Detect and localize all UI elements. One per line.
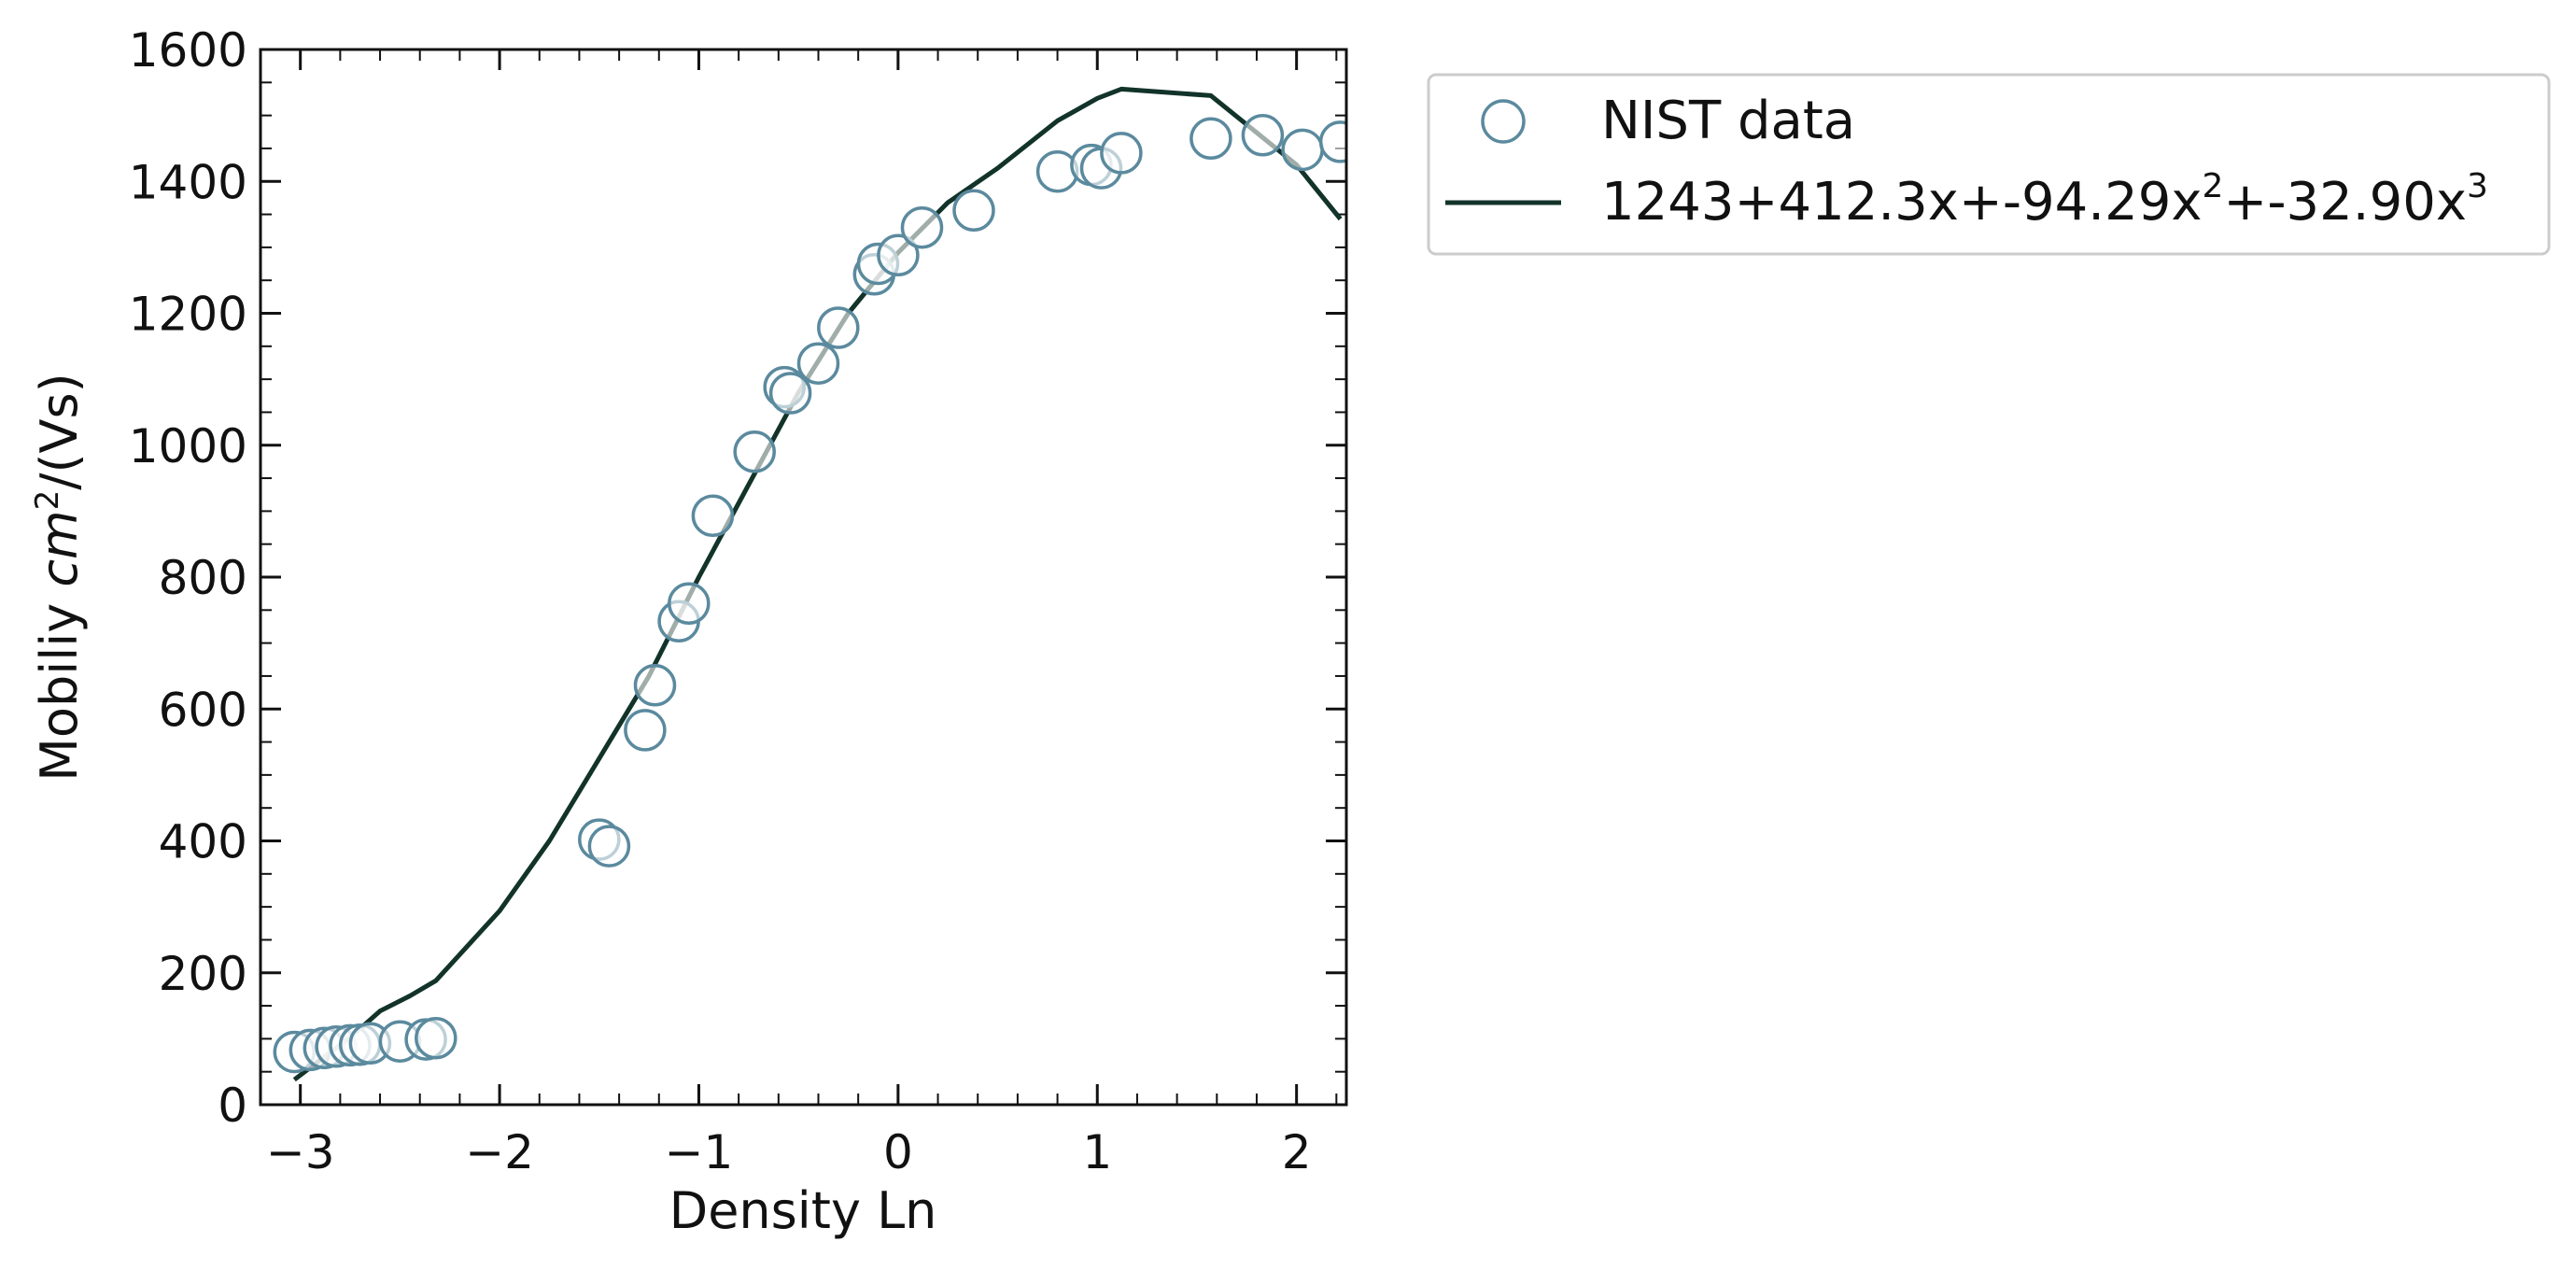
y-tick-label: 600 xyxy=(159,683,247,737)
y-tick-label: 200 xyxy=(159,947,247,1001)
data-point xyxy=(691,494,735,538)
data-point xyxy=(1189,117,1232,161)
data-point xyxy=(668,582,711,626)
data-point xyxy=(733,430,776,473)
data-point xyxy=(796,342,840,385)
y-tick-label: 1400 xyxy=(129,155,247,209)
nist-data-points xyxy=(273,114,1346,1074)
plot-frame xyxy=(259,48,1348,1107)
data-point xyxy=(952,189,995,233)
x-tick-label: −1 xyxy=(665,1125,734,1179)
data-point xyxy=(1281,128,1324,172)
data-point xyxy=(768,372,812,415)
legend-label-nist: NIST data xyxy=(1601,91,1855,151)
data-point xyxy=(1318,120,1346,163)
data-point xyxy=(624,709,667,752)
legend-box xyxy=(1427,73,2551,256)
fit-line xyxy=(292,86,1343,1082)
data-point xyxy=(587,825,631,868)
y-tick-label: 1200 xyxy=(129,288,247,342)
x-tick-label: 0 xyxy=(883,1125,913,1179)
x-tick-label: −2 xyxy=(465,1125,534,1179)
data-point xyxy=(1100,132,1143,175)
y-tick-label: 1000 xyxy=(129,419,247,473)
axis-ticks xyxy=(260,48,1346,1107)
legend: NIST data 1243+412.3x+-94.29x2+-32.90x3 xyxy=(1427,73,2551,256)
x-tick-label: 2 xyxy=(1282,1125,1312,1179)
y-tick-label: 1600 xyxy=(129,23,247,78)
plot-area xyxy=(273,86,1346,1082)
data-point xyxy=(877,233,920,277)
data-point xyxy=(633,664,677,707)
data-point xyxy=(900,205,944,249)
data-point xyxy=(415,1016,457,1060)
data-point xyxy=(817,306,860,349)
data-point xyxy=(1241,114,1285,157)
y-tick-label: 400 xyxy=(159,815,247,869)
legend-label-fit: 1243+412.3x+-94.29x2+-32.90x3 xyxy=(1601,167,2488,233)
y-tick-label: 0 xyxy=(218,1079,247,1133)
y-axis-title: Mobiliy cm2/(Vs) xyxy=(29,373,89,781)
tick-labels: 0 200 400 600 800 1000 1200 1400 1600 −3 −2 −1 0 1 2 xyxy=(129,23,1312,1179)
y-tick-label: 800 xyxy=(159,551,247,605)
x-axis-title: Density Ln xyxy=(669,1181,937,1240)
x-tick-label: 1 xyxy=(1082,1125,1112,1179)
legend-marker-nist xyxy=(1481,99,1526,144)
x-tick-label: −3 xyxy=(266,1125,335,1179)
